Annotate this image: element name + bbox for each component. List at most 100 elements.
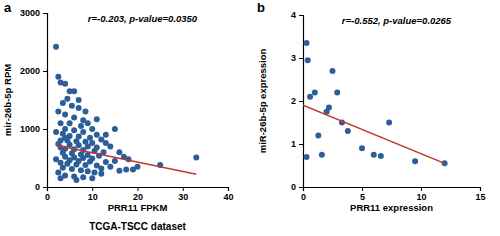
- x-axis-title: PRR11 FPKM: [108, 202, 168, 213]
- point: [73, 161, 79, 167]
- y-tick: 4: [291, 10, 303, 20]
- point: [107, 164, 113, 170]
- point: [76, 142, 82, 148]
- panel: 05101501234br=-0.552, p-value=0.0265PRR1…: [257, 0, 486, 213]
- x-axis-line: [48, 188, 229, 192]
- point: [92, 170, 98, 176]
- point: [58, 160, 64, 166]
- x-axis-line: [304, 188, 481, 192]
- point: [135, 164, 141, 170]
- point: [326, 104, 332, 110]
- point: [94, 132, 100, 138]
- x-tick-label: 15: [475, 192, 485, 202]
- x-tick-label: 30: [178, 192, 188, 202]
- x-tick-label: 0: [45, 192, 50, 202]
- y-tick-mark: [299, 101, 303, 102]
- point: [112, 158, 118, 164]
- x-tick-mark: [421, 187, 422, 191]
- point: [87, 135, 93, 141]
- y-tick: 3: [291, 53, 303, 63]
- point: [85, 120, 91, 126]
- y-tick-label: 3000: [20, 8, 40, 18]
- point: [82, 109, 88, 115]
- x-tick-label: 0: [301, 192, 306, 202]
- x-tick-mark: [228, 187, 229, 191]
- point: [62, 81, 68, 87]
- point: [359, 145, 365, 151]
- x-tick-label: 10: [416, 192, 426, 202]
- point: [80, 129, 86, 135]
- point: [64, 96, 70, 102]
- y-axis-line: [43, 14, 48, 188]
- x-axis: 010203040: [45, 187, 234, 202]
- point: [60, 100, 66, 106]
- point: [53, 44, 59, 50]
- point: [60, 165, 66, 171]
- y-tick-mark: [299, 187, 303, 188]
- y-tick-label: 0: [291, 182, 296, 192]
- point: [73, 177, 79, 183]
- point: [98, 165, 104, 171]
- y-tick: 2000: [20, 66, 47, 76]
- x-tick: 15: [475, 187, 485, 202]
- y-tick-mark: [299, 15, 303, 16]
- y-axis-title: miR-26b-5p expression: [257, 49, 268, 154]
- y-axis-line: [299, 16, 304, 188]
- point: [80, 174, 86, 180]
- x-tick: 10: [88, 187, 98, 202]
- point: [371, 152, 377, 158]
- point: [76, 97, 82, 103]
- point: [55, 109, 61, 115]
- point: [307, 94, 313, 100]
- figure: 0102030400100020003000ar=-0.203, p-value…: [0, 0, 500, 236]
- point: [76, 105, 82, 111]
- x-tick: 20: [133, 187, 143, 202]
- point: [62, 112, 68, 118]
- point: [67, 120, 73, 126]
- plot-area: [53, 44, 199, 183]
- panel-label: b: [257, 0, 265, 15]
- point: [305, 57, 311, 63]
- point: [319, 152, 325, 158]
- y-tick: 0: [35, 182, 47, 192]
- point: [71, 88, 77, 94]
- y-tick-label: 4: [291, 10, 296, 20]
- point: [103, 159, 109, 165]
- y-tick-label: 1000: [20, 124, 40, 134]
- x-tick-mark: [362, 187, 363, 191]
- point: [53, 129, 59, 135]
- point: [334, 89, 340, 95]
- y-axis-title: mir-26b-5p RPM: [2, 64, 13, 136]
- plot-area: [303, 40, 448, 166]
- point: [103, 132, 109, 138]
- point: [78, 123, 84, 129]
- x-tick-label: 10: [88, 192, 98, 202]
- y-tick-mark: [299, 58, 303, 59]
- y-tick: 1000: [20, 124, 47, 134]
- annotation: r=-0.552, p-value=0.0265: [342, 15, 452, 26]
- y-tick-label: 0: [35, 182, 40, 192]
- point: [304, 40, 310, 46]
- x-tick: 10: [416, 187, 426, 202]
- y-tick-label: 1: [291, 139, 296, 149]
- point: [345, 128, 351, 134]
- y-tick: 0: [291, 182, 303, 192]
- point: [330, 68, 336, 74]
- point: [69, 166, 75, 172]
- point: [89, 126, 95, 132]
- y-tick: 1: [291, 139, 303, 149]
- y-tick-mark: [43, 71, 47, 72]
- point: [71, 127, 77, 133]
- annotation: r=-0.203, p-value=0.0350: [88, 13, 198, 24]
- x-tick: 30: [178, 187, 188, 202]
- y-tick: 2: [291, 96, 303, 106]
- y-tick-label: 3: [291, 53, 296, 63]
- point: [312, 89, 318, 95]
- y-tick-mark: [43, 187, 47, 188]
- fit-line: [303, 105, 445, 163]
- y-axis: 0 1 2 3 4: [291, 10, 304, 192]
- point: [123, 167, 129, 173]
- y-tick-mark: [43, 13, 47, 14]
- point: [64, 161, 70, 167]
- chart-title: TCGA-TSCC dataset: [89, 221, 186, 232]
